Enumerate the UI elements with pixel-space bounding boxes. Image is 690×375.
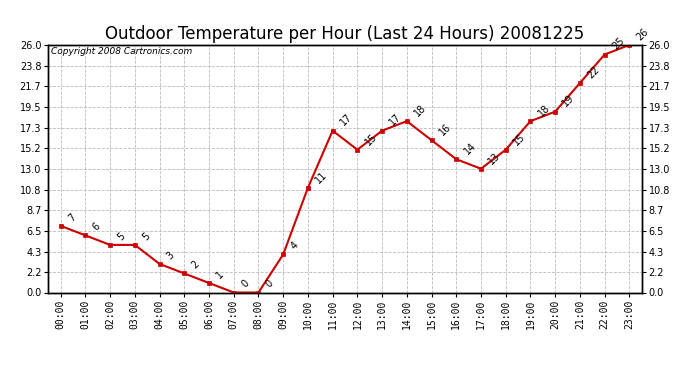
Text: 7: 7 [66,211,78,223]
Text: 2: 2 [190,259,201,271]
Text: 18: 18 [536,103,552,118]
Text: 15: 15 [511,131,527,147]
Text: 25: 25 [610,36,626,52]
Text: 15: 15 [363,131,379,147]
Text: 1: 1 [215,269,226,280]
Text: 3: 3 [165,250,177,261]
Text: 4: 4 [288,240,300,252]
Text: 5: 5 [116,231,127,242]
Text: 26: 26 [635,26,651,42]
Text: 0: 0 [264,278,275,290]
Text: 22: 22 [585,64,602,80]
Title: Outdoor Temperature per Hour (Last 24 Hours) 20081225: Outdoor Temperature per Hour (Last 24 Ho… [106,26,584,44]
Text: 16: 16 [437,122,453,137]
Text: 14: 14 [462,141,477,156]
Text: 17: 17 [338,112,354,128]
Text: 18: 18 [413,103,428,118]
Text: 11: 11 [313,169,329,185]
Text: 0: 0 [239,278,250,290]
Text: Copyright 2008 Cartronics.com: Copyright 2008 Cartronics.com [51,48,193,57]
Text: 19: 19 [561,93,576,109]
Text: 5: 5 [140,231,152,242]
Text: 17: 17 [388,112,404,128]
Text: 13: 13 [486,150,502,166]
Text: 6: 6 [91,221,102,232]
